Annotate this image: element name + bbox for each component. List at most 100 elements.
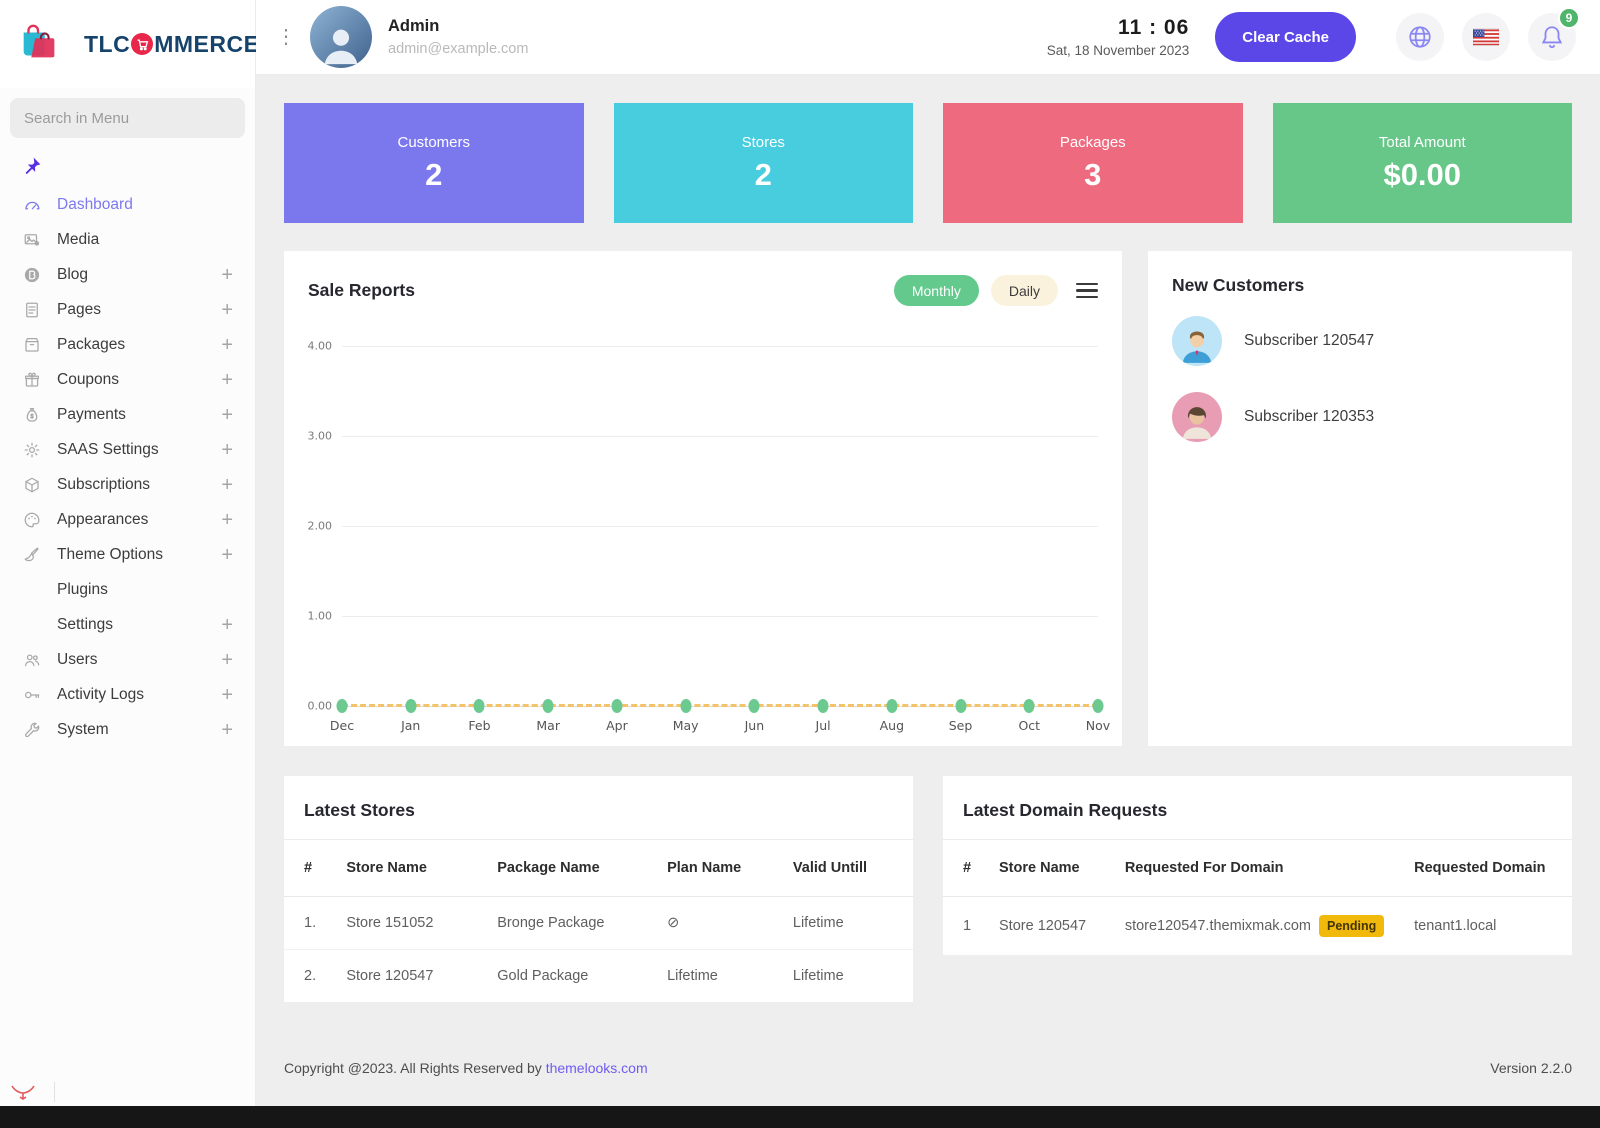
series-line	[342, 704, 1098, 707]
daily-button[interactable]: Daily	[990, 275, 1058, 306]
y-tick-label: 1.00	[307, 609, 333, 623]
sidebar-item-pages[interactable]: Pages +	[0, 292, 255, 327]
expand-plus-icon[interactable]: +	[221, 613, 233, 636]
table-row: 1. Store 151052 Bronge Package ⊘ Lifetime	[284, 896, 913, 950]
sidebar-item-coupons[interactable]: Coupons +	[0, 362, 255, 397]
user-avatar[interactable]	[310, 6, 372, 68]
sidebar-item-label: Blog	[57, 265, 89, 283]
notification-count-badge: 9	[1558, 7, 1580, 29]
x-tick-label: Oct	[1018, 718, 1041, 733]
x-tick-label: Jun	[744, 718, 765, 733]
expand-plus-icon[interactable]: +	[221, 683, 233, 706]
table-cell: 2.	[304, 968, 317, 984]
chart-plot-area: Dec Jan Feb Mar Apr May Jun Jul Aug Sep Oct Nov	[330, 346, 1110, 733]
sidebar-item-theme-options[interactable]: Theme Options +	[0, 537, 255, 572]
locale-flag-button[interactable]	[1462, 13, 1510, 61]
pin-icon	[22, 157, 42, 180]
expand-plus-icon[interactable]: +	[221, 543, 233, 566]
expand-plus-icon[interactable]: +	[221, 473, 233, 496]
table-cell: Lifetime	[667, 968, 718, 984]
sidebar-item-packages[interactable]: Packages +	[0, 327, 255, 362]
sidebar-item-appearances[interactable]: Appearances +	[0, 502, 255, 537]
data-point	[405, 699, 417, 713]
saas-settings-icon	[22, 440, 42, 460]
expand-plus-icon[interactable]: +	[221, 648, 233, 671]
sidebar-item-label: Coupons	[57, 370, 120, 388]
sidebar-item-media[interactable]: Media	[0, 222, 255, 257]
sidebar-item-activity-logs[interactable]: Activity Logs +	[0, 677, 255, 712]
sidebar-menu: Dashboard Media Blog + Pages + Packages + Coupon…	[0, 185, 255, 747]
y-tick-label: 4.00	[307, 339, 333, 353]
expand-plus-icon[interactable]: +	[221, 438, 233, 461]
globe-icon	[1409, 26, 1431, 48]
sidebar-item-label: Pages	[57, 300, 101, 318]
expand-plus-icon[interactable]: +	[221, 718, 233, 741]
user-info: Admin admin@example.com	[388, 17, 528, 57]
column-header: Plan Name	[655, 840, 781, 897]
data-point	[1023, 699, 1035, 713]
table-row: 2. Store 120547 Gold Package Lifetime Lifeti…	[284, 950, 913, 1003]
expand-plus-icon[interactable]: +	[221, 298, 233, 321]
latest-stores-table: # Store Name Package Name Plan Name Valid Un…	[284, 840, 913, 1002]
stat-card-customers: Customers 2	[284, 103, 584, 223]
sidebar-item-subscriptions[interactable]: Subscriptions +	[0, 467, 255, 502]
chart-menu-icon[interactable]	[1076, 282, 1098, 299]
customer-name: Subscriber 120353	[1244, 408, 1375, 425]
data-point	[817, 699, 829, 713]
monthly-button[interactable]: Monthly	[893, 275, 979, 306]
clear-cache-button[interactable]: Clear Cache	[1215, 12, 1356, 62]
language-globe-button[interactable]	[1396, 13, 1444, 61]
stat-card-value: $0.00	[1383, 156, 1462, 192]
expand-plus-icon[interactable]: +	[221, 263, 233, 286]
expand-plus-icon[interactable]: +	[221, 368, 233, 391]
table-cell: Store 151052	[334, 896, 486, 950]
packages-icon	[22, 335, 42, 355]
data-point	[473, 699, 485, 713]
user-email: admin@example.com	[388, 41, 529, 57]
gridline	[342, 616, 1098, 617]
sidebar-item-payments[interactable]: Payments +	[0, 397, 255, 432]
shopping-bag-logo-icon	[23, 24, 55, 58]
table-cell: Bronge Package	[485, 896, 656, 950]
customer-list-item: Subscriber 120547	[1172, 316, 1548, 366]
table-row: 1 Store 120547 store120547.themixmak.com Pe…	[943, 897, 1572, 956]
stat-card-value: 2	[754, 156, 772, 192]
sidebar-item-label: Activity Logs	[57, 685, 145, 703]
stat-card-value: 2	[425, 156, 443, 192]
x-tick-label: Aug	[879, 718, 905, 733]
sidebar-item-label: Packages	[57, 335, 126, 353]
x-tick-label: Jan	[401, 718, 421, 733]
sidebar-item-settings[interactable]: Settings +	[0, 607, 255, 642]
table-cell: ⊘	[655, 896, 781, 950]
sidebar-item-blog[interactable]: Blog +	[0, 257, 255, 292]
copyright-label: Copyright @2023. All Rights Reserved by	[284, 1060, 542, 1076]
sidebar-item-plugins[interactable]: Plugins	[0, 572, 255, 607]
sidebar-item-dashboard[interactable]: Dashboard	[0, 187, 255, 222]
expand-plus-icon[interactable]: +	[221, 333, 233, 356]
main-area: ⋮ Admin admin@example.com 11 : 06 Sat, 1…	[256, 0, 1600, 1106]
stat-cards-row: Customers 2 Stores 2 Packages 3 Total Amount $0…	[284, 103, 1572, 223]
sidebar-item-label: Dashboard	[57, 195, 133, 213]
new-customers-panel: New Customers Subscriber 120547 Subscribe…	[1148, 251, 1572, 746]
x-tick-label: Nov	[1085, 718, 1111, 733]
sale-reports-panel: Sale Reports Monthly Daily 4.00 3.00 2.00 1…	[284, 251, 1122, 746]
sidebar-item-saas-settings[interactable]: SAAS Settings +	[0, 432, 255, 467]
notifications-button[interactable]: 9	[1528, 7, 1580, 61]
column-header: Package Name	[485, 840, 656, 897]
sidebar-item-system[interactable]: System +	[0, 712, 255, 747]
data-point	[1092, 699, 1104, 713]
themelooks-link[interactable]: themelooks.com	[545, 1060, 648, 1076]
blank-icon	[22, 615, 42, 635]
expand-plus-icon[interactable]: +	[221, 508, 233, 531]
search-input[interactable]	[10, 98, 245, 138]
clock-date: Sat, 18 November 2023	[1046, 43, 1190, 58]
sidebar-pin-button[interactable]	[0, 144, 255, 185]
y-tick-label: 2.00	[307, 519, 333, 533]
column-header: #	[284, 840, 335, 897]
menu-dots-icon[interactable]: ⋮	[276, 26, 296, 48]
sidebar-item-label: Settings	[57, 615, 114, 633]
sidebar-item-users[interactable]: Users +	[0, 642, 255, 677]
expand-plus-icon[interactable]: +	[221, 403, 233, 426]
status-badge: Pending	[1318, 915, 1385, 937]
